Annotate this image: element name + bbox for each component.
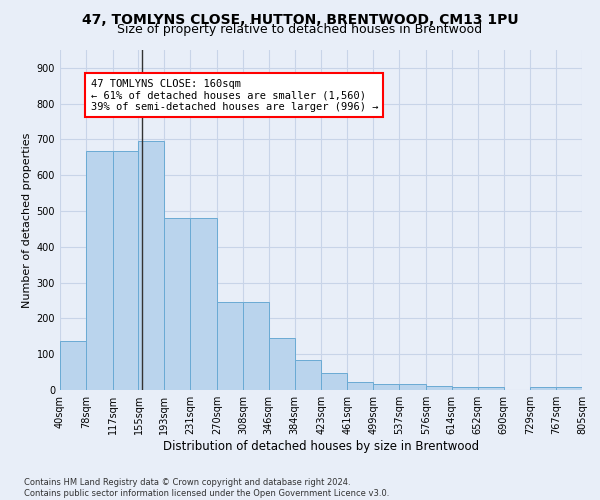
Bar xyxy=(426,386,452,390)
Bar xyxy=(556,387,582,390)
Bar xyxy=(243,302,269,390)
Bar xyxy=(347,382,373,390)
Bar xyxy=(139,142,164,390)
Bar xyxy=(113,152,139,390)
Bar xyxy=(86,152,113,390)
Bar xyxy=(164,218,190,390)
Bar xyxy=(217,302,243,390)
Bar xyxy=(269,338,295,390)
Text: Size of property relative to detached houses in Brentwood: Size of property relative to detached ho… xyxy=(118,22,482,36)
Bar xyxy=(530,387,556,390)
Text: Contains HM Land Registry data © Crown copyright and database right 2024.
Contai: Contains HM Land Registry data © Crown c… xyxy=(24,478,389,498)
Text: 47 TOMLYNS CLOSE: 160sqm
← 61% of detached houses are smaller (1,560)
39% of sem: 47 TOMLYNS CLOSE: 160sqm ← 61% of detach… xyxy=(91,78,378,112)
Bar xyxy=(190,218,217,390)
Text: 47, TOMLYNS CLOSE, HUTTON, BRENTWOOD, CM13 1PU: 47, TOMLYNS CLOSE, HUTTON, BRENTWOOD, CM… xyxy=(82,12,518,26)
Bar xyxy=(60,341,86,390)
Bar xyxy=(322,373,347,390)
Bar xyxy=(399,384,426,390)
Y-axis label: Number of detached properties: Number of detached properties xyxy=(22,132,32,308)
Bar xyxy=(478,388,503,390)
Bar xyxy=(373,384,399,390)
X-axis label: Distribution of detached houses by size in Brentwood: Distribution of detached houses by size … xyxy=(163,440,479,453)
Bar xyxy=(452,388,478,390)
Bar xyxy=(295,360,322,390)
